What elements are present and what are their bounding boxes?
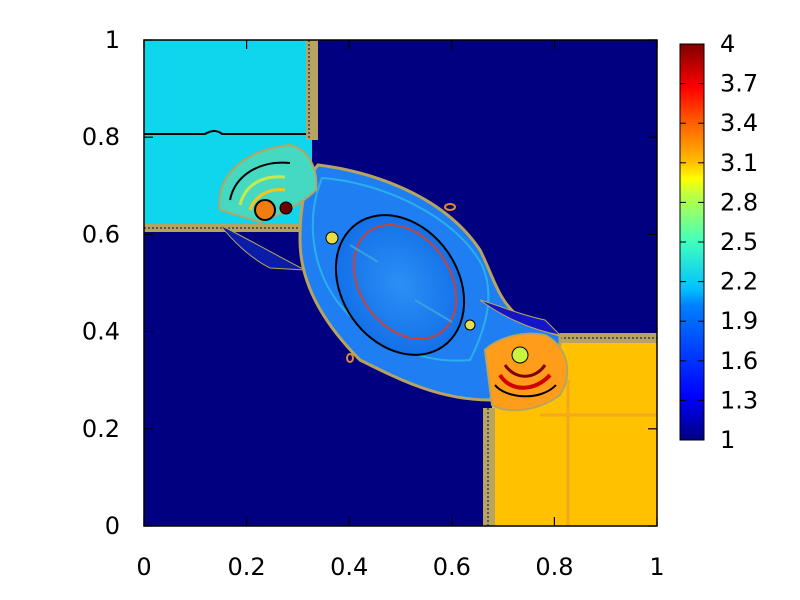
colorbar-tick-label: 2.8: [720, 188, 758, 216]
colorbar-tick-label: 1.9: [720, 307, 758, 335]
y-tick-label: 0.6: [82, 220, 120, 248]
colorbar-tick-label: 2.2: [720, 268, 758, 296]
contour-blob-upper: [444, 203, 456, 211]
y-tick-label: 0.2: [82, 415, 120, 443]
x-tick-label: 0.4: [330, 553, 368, 581]
y-tick-label: 0.8: [82, 123, 120, 151]
colorbar-tick-label: 3.4: [720, 109, 758, 137]
colorbar: 1 1.3 1.6 1.9 2.2 2.5 2.8 3.1 3.4 3.7 4: [679, 30, 758, 454]
contour-blob-lower: [346, 353, 354, 363]
vortex-upper-left: [218, 143, 339, 271]
colorbar-tick-label: 4: [720, 30, 735, 58]
region-lower-right: [483, 333, 657, 526]
x-tick-label: 0.8: [535, 553, 573, 581]
y-tick-label: 0.4: [82, 318, 120, 346]
colorbar-tick-label: 1: [720, 426, 735, 454]
region-central: [298, 163, 562, 402]
x-tick-label: 0.2: [228, 553, 266, 581]
x-axis: 0 0.2 0.4 0.6 0.8 1: [136, 40, 665, 581]
y-tick-label: 0: [105, 512, 120, 540]
x-tick-label: 0.6: [433, 553, 471, 581]
vortex-lower-right: [464, 299, 569, 412]
heatmap-plot-area: [144, 40, 657, 526]
x-tick-label: 1: [649, 553, 664, 581]
colorbar-ticks: 1 1.3 1.6 1.9 2.2 2.5 2.8 3.1 3.4 3.7 4: [680, 30, 758, 454]
x-tick-label: 0: [136, 553, 151, 581]
plot-frame: [143, 39, 658, 527]
colorbar-tick-label: 1.3: [720, 386, 758, 414]
y-tick-label: 1: [105, 26, 120, 54]
colorbar-tick-label: 1.6: [720, 347, 758, 375]
colorbar-tick-label: 3.7: [720, 70, 758, 98]
colorbar-tick-label: 3.1: [720, 149, 758, 177]
colorbar-tick-label: 2.5: [720, 228, 758, 256]
y-axis: 0 0.2 0.4 0.6 0.8 1: [82, 26, 657, 540]
